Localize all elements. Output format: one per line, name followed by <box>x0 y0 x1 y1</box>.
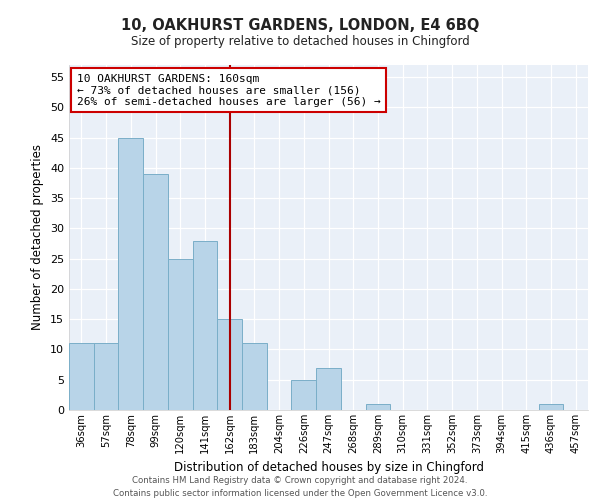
Y-axis label: Number of detached properties: Number of detached properties <box>31 144 44 330</box>
Bar <box>316 368 341 410</box>
Bar <box>143 174 168 410</box>
Text: Contains HM Land Registry data © Crown copyright and database right 2024.
Contai: Contains HM Land Registry data © Crown c… <box>113 476 487 498</box>
Text: Size of property relative to detached houses in Chingford: Size of property relative to detached ho… <box>131 35 469 48</box>
Bar <box>193 240 217 410</box>
Bar <box>242 344 267 410</box>
Bar <box>69 344 94 410</box>
Bar <box>118 138 143 410</box>
Text: 10, OAKHURST GARDENS, LONDON, E4 6BQ: 10, OAKHURST GARDENS, LONDON, E4 6BQ <box>121 18 479 32</box>
Bar <box>539 404 563 410</box>
Bar <box>94 344 118 410</box>
X-axis label: Distribution of detached houses by size in Chingford: Distribution of detached houses by size … <box>173 462 484 474</box>
Bar <box>168 258 193 410</box>
Bar <box>365 404 390 410</box>
Bar <box>217 319 242 410</box>
Bar <box>292 380 316 410</box>
Text: 10 OAKHURST GARDENS: 160sqm
← 73% of detached houses are smaller (156)
26% of se: 10 OAKHURST GARDENS: 160sqm ← 73% of det… <box>77 74 380 107</box>
